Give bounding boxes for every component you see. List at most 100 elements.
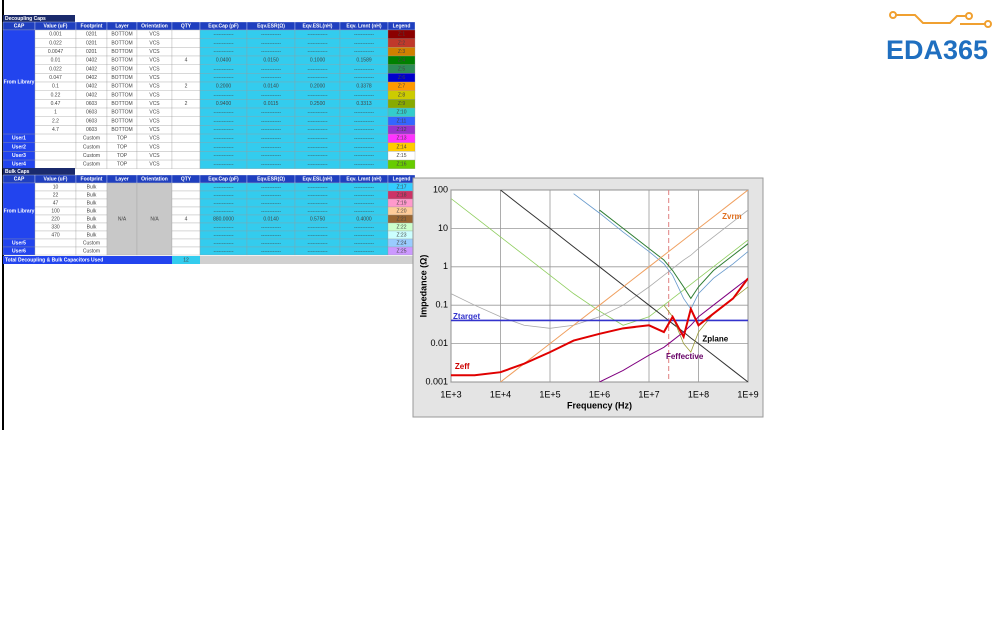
y-tick-label: 100 xyxy=(433,184,448,194)
header-text: Value (uF) xyxy=(44,23,68,29)
cell-text: ------------ xyxy=(261,40,281,46)
cell-text: 0.0400 xyxy=(216,58,232,64)
cell-text: BOTTOM xyxy=(111,40,132,46)
cell-text: ------------ xyxy=(308,127,328,133)
cell-text: ------------ xyxy=(261,144,281,150)
cell-text: N/A xyxy=(150,216,159,222)
cell-text: ------------ xyxy=(354,110,374,116)
cell-text: ------------ xyxy=(261,224,281,230)
annotation: Zvrm xyxy=(722,212,742,221)
cell-text: 22 xyxy=(53,192,59,198)
cell-text: 0.022 xyxy=(49,66,62,72)
cell-text: 0402 xyxy=(86,75,97,81)
cell-text: ------------ xyxy=(214,184,234,190)
header-text: QTY xyxy=(181,23,192,29)
header-text: Eqv.ESL(nH) xyxy=(303,23,333,29)
cell-text: 0.9400 xyxy=(216,101,232,107)
header-text: Eqv. Lmnt (nH) xyxy=(346,176,382,182)
cell-text: TOP xyxy=(117,144,128,150)
cell-text: 0.1000 xyxy=(310,58,326,64)
cell-text: VCS xyxy=(149,162,160,168)
impedance-curve xyxy=(451,277,748,377)
cell-text: ------------ xyxy=(308,248,328,254)
cell-bg xyxy=(171,206,201,216)
cap-group: User6 xyxy=(12,248,26,254)
x-tick-label: 1E+7 xyxy=(638,389,659,399)
cell-text: Custom xyxy=(83,136,100,142)
impedance-curve xyxy=(500,190,748,382)
cell-text: ------------ xyxy=(308,92,328,98)
cell-text: ------------ xyxy=(261,75,281,81)
cell-bg xyxy=(171,159,201,169)
cell-text: Custom xyxy=(83,153,100,159)
impedance-curve xyxy=(573,193,748,310)
cell-text: ------------ xyxy=(261,92,281,98)
cell-text: ------------ xyxy=(261,110,281,116)
cell-text: VCS xyxy=(149,49,160,55)
cell-text: 0603 xyxy=(86,101,97,107)
legend-label: Z:12 xyxy=(396,127,406,133)
cell-text: 10 xyxy=(53,184,59,190)
cell-text: ------------ xyxy=(214,153,234,159)
annotation: Zplane xyxy=(702,334,728,343)
header-text: Orientation xyxy=(141,176,168,182)
cell-text: 0.47 xyxy=(51,101,61,107)
cell-bg xyxy=(34,159,77,169)
cell-text: 0402 xyxy=(86,92,97,98)
cell-text: VCS xyxy=(149,118,160,124)
legend-label: Z:3 xyxy=(398,49,405,55)
cell-bg xyxy=(34,142,77,152)
cell-text: ------------ xyxy=(214,66,234,72)
cell-text: 0.001 xyxy=(49,32,62,38)
cell-text: ------------ xyxy=(214,162,234,168)
total-value: 12 xyxy=(183,257,189,263)
x-tick-label: 1E+9 xyxy=(737,389,758,399)
cell-text: ------------ xyxy=(214,240,234,246)
cell-text: 330 xyxy=(51,224,60,230)
cell-text: BOTTOM xyxy=(111,58,132,64)
total-label: Total Decoupling & Bulk Capacitors Used xyxy=(5,257,103,263)
cell-text: ------------ xyxy=(308,136,328,142)
legend-label: Z:15 xyxy=(396,153,406,159)
cell-bg xyxy=(171,38,201,48)
cell-text: Bulk xyxy=(87,192,97,198)
cell-bg xyxy=(136,182,173,256)
cell-text: Bulk xyxy=(87,232,97,238)
cell-text: N/A xyxy=(118,216,127,222)
cell-text: 4 xyxy=(185,58,188,64)
cell-bg xyxy=(171,246,201,256)
cell-text: Bulk xyxy=(87,200,97,206)
cell-bg xyxy=(2,29,36,135)
cell-bg xyxy=(171,64,201,74)
cell-text: ------------ xyxy=(308,162,328,168)
cell-text: ------------ xyxy=(354,40,374,46)
legend-label: Z:1 xyxy=(398,32,405,38)
x-axis-label: Frequency (Hz) xyxy=(567,400,632,410)
y-tick-label: 1 xyxy=(443,261,448,271)
annotation: Zeff xyxy=(455,362,470,371)
logo: EDA365 xyxy=(886,11,992,65)
x-tick-label: 1E+5 xyxy=(539,389,560,399)
cell-text: ------------ xyxy=(354,162,374,168)
cap-group: From Library xyxy=(4,208,35,214)
cell-bg xyxy=(387,159,416,169)
header-text: Legend xyxy=(393,23,411,29)
cell-text: Bulk xyxy=(87,208,97,214)
cell-text: ------------ xyxy=(308,184,328,190)
cell-text: ------------ xyxy=(354,32,374,38)
header-text: CAP xyxy=(14,176,25,182)
cell-text: ------------ xyxy=(308,208,328,214)
table-title: Bulk Caps xyxy=(5,169,30,175)
cell-text: ------------ xyxy=(261,32,281,38)
cell-text: ------------ xyxy=(214,208,234,214)
legend-label: Z:23 xyxy=(396,232,406,238)
cell-text: BOTTOM xyxy=(111,92,132,98)
cell-text: 2 xyxy=(185,101,188,107)
table-title-bar xyxy=(3,15,75,22)
cell-text: ------------ xyxy=(354,200,374,206)
cell-text: BOTTOM xyxy=(111,101,132,107)
cell-text: ------------ xyxy=(214,110,234,116)
cell-text: ------------ xyxy=(214,75,234,81)
cell-text: ------------ xyxy=(214,200,234,206)
cell-text: 4.7 xyxy=(52,127,59,133)
